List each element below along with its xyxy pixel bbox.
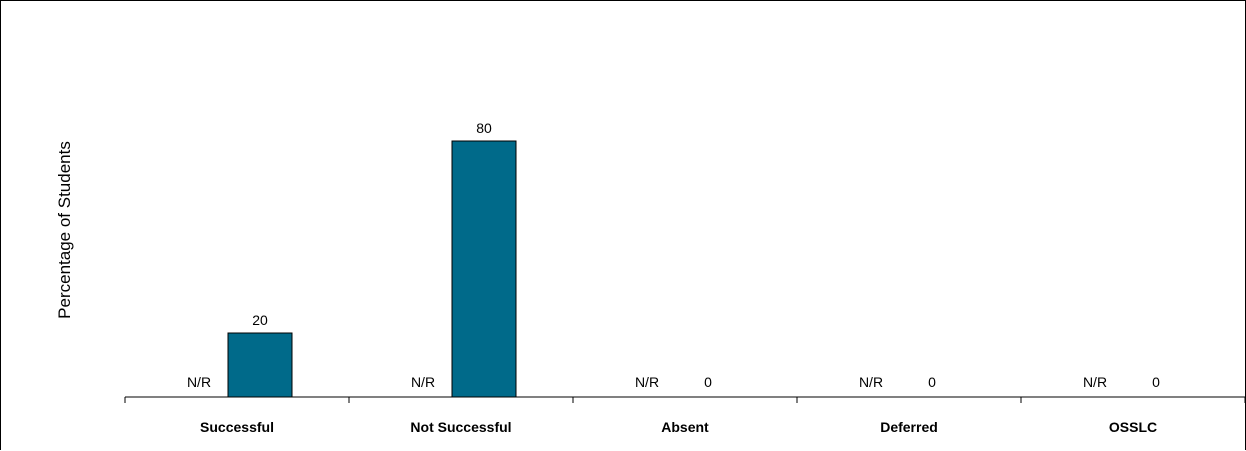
bar-successful: [227, 332, 293, 398]
series-1-label: N/R: [859, 374, 883, 390]
data-label: 0: [704, 374, 712, 390]
series-1-label: N/R: [1083, 374, 1107, 390]
y-axis-label: Percentage of Students: [55, 141, 74, 319]
series-1-label: N/R: [635, 374, 659, 390]
category-label: Successful: [200, 419, 274, 435]
category-label: Not Successful: [410, 419, 511, 435]
data-label: 0: [1152, 374, 1160, 390]
category-label: OSSLC: [1109, 419, 1157, 435]
category-label: Deferred: [880, 419, 938, 435]
data-label: 0: [928, 374, 936, 390]
bar-not-successful: [451, 140, 517, 398]
series-1-label: N/R: [187, 374, 211, 390]
data-label: 20: [252, 312, 268, 328]
series-1-label: N/R: [411, 374, 435, 390]
category-label: Absent: [661, 419, 709, 435]
data-label: 80: [476, 120, 492, 136]
